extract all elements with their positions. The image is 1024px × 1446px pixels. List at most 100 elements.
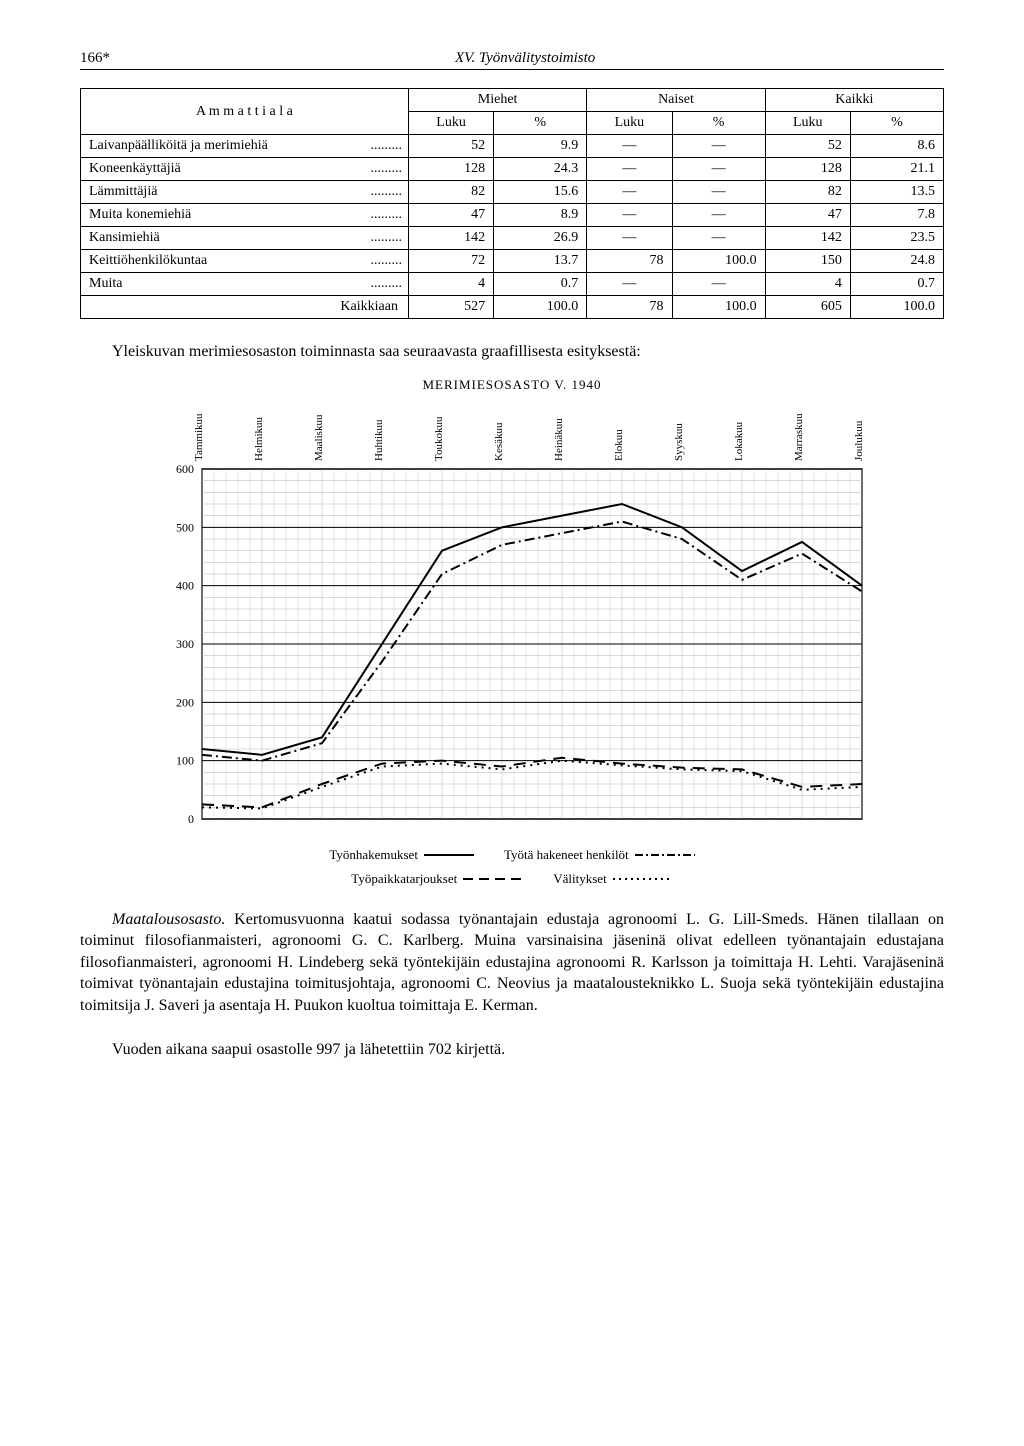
svg-text:Lokakuu: Lokakuu <box>733 421 745 461</box>
intro-paragraph: Yleiskuvan merimiesosaston toiminnasta s… <box>80 341 944 363</box>
cell: — <box>587 227 672 250</box>
page-title: XV. Työnvälitystoimisto <box>455 50 595 67</box>
cell: 72 <box>408 250 493 273</box>
cell: — <box>672 227 765 250</box>
cell: 78 <box>587 250 672 273</box>
total-label: Kaikkiaan <box>81 296 409 319</box>
cell: 100.0 <box>672 296 765 319</box>
cell: 13.5 <box>850 181 943 204</box>
svg-text:Huhtikuu: Huhtikuu <box>373 419 385 461</box>
cell: 23.5 <box>850 227 943 250</box>
cell: 78 <box>587 296 672 319</box>
cell: 150 <box>765 250 850 273</box>
legend-item: Välitykset <box>553 871 672 887</box>
svg-text:400: 400 <box>176 578 194 592</box>
cell: 142 <box>408 227 493 250</box>
cell: — <box>587 273 672 296</box>
cell: 4 <box>765 273 850 296</box>
svg-text:Toukokuu: Toukokuu <box>433 416 445 461</box>
col-naiset: Naiset <box>587 89 765 112</box>
body-lead: Maatalousosasto. <box>112 911 225 928</box>
row-label: Koneenkäyttäjiä......... <box>81 158 409 181</box>
cell: — <box>672 158 765 181</box>
cell: 527 <box>408 296 493 319</box>
cell: 100.0 <box>850 296 943 319</box>
cell: 47 <box>765 204 850 227</box>
svg-text:Marraskuu: Marraskuu <box>793 412 805 460</box>
cell: 7.8 <box>850 204 943 227</box>
table-row: Lämmittäjiä.........8215.6——8213.5 <box>81 181 944 204</box>
legend-dot-icon <box>613 876 673 882</box>
cell: 9.9 <box>494 135 587 158</box>
svg-text:300: 300 <box>176 637 194 651</box>
col-occupation: A m m a t t i a l a <box>81 89 409 135</box>
cell: 82 <box>765 181 850 204</box>
merimies-chart: 0100200300400500600TammikuuHelmikuuMaali… <box>152 399 872 839</box>
cell: 52 <box>408 135 493 158</box>
cell: — <box>672 135 765 158</box>
cell: 0.7 <box>494 273 587 296</box>
cell: — <box>672 204 765 227</box>
svg-text:Heinäkuu: Heinäkuu <box>553 417 565 460</box>
legend-solid-icon <box>424 854 474 856</box>
table-row: Laivanpäälliköitä ja merimiehiä.........… <box>81 135 944 158</box>
cell: 15.6 <box>494 181 587 204</box>
body-paragraph-1: Maatalousosasto. Kertomusvuonna kaatui s… <box>80 909 944 1017</box>
cell: 100.0 <box>672 250 765 273</box>
svg-text:500: 500 <box>176 520 194 534</box>
cell: 100.0 <box>494 296 587 319</box>
cell: 8.6 <box>850 135 943 158</box>
cell: 8.9 <box>494 204 587 227</box>
cell: 142 <box>765 227 850 250</box>
legend-item: Työnhakemukset <box>329 847 474 863</box>
cell: 24.8 <box>850 250 943 273</box>
legend-label: Välitykset <box>553 871 606 887</box>
svg-text:Joulukuu: Joulukuu <box>853 420 865 461</box>
svg-text:600: 600 <box>176 462 194 476</box>
row-label: Muita......... <box>81 273 409 296</box>
cell: 13.7 <box>494 250 587 273</box>
cell: 82 <box>408 181 493 204</box>
sub-pct: % <box>672 112 765 135</box>
cell: 0.7 <box>850 273 943 296</box>
sub-pct: % <box>494 112 587 135</box>
table-row: Keittiöhenkilökuntaa.........7213.778100… <box>81 250 944 273</box>
body-paragraph-2: Vuoden aikana saapui osastolle 997 ja lä… <box>80 1039 944 1061</box>
svg-text:0: 0 <box>188 812 194 826</box>
row-label: Laivanpäälliköitä ja merimiehiä......... <box>81 135 409 158</box>
legend-dash-icon <box>463 876 523 882</box>
cell: 52 <box>765 135 850 158</box>
cell: 128 <box>765 158 850 181</box>
svg-text:Elokuu: Elokuu <box>613 428 625 460</box>
cell: 47 <box>408 204 493 227</box>
cell: — <box>587 135 672 158</box>
svg-text:Kesäkuu: Kesäkuu <box>493 422 505 461</box>
table-row: Koneenkäyttäjiä.........12824.3——12821.1 <box>81 158 944 181</box>
cell: — <box>672 181 765 204</box>
cell: — <box>587 204 672 227</box>
sub-luku: Luku <box>587 112 672 135</box>
col-kaikki: Kaikki <box>765 89 943 112</box>
row-label: Keittiöhenkilökuntaa......... <box>81 250 409 273</box>
legend-dashdot-icon <box>635 852 695 858</box>
cell: 21.1 <box>850 158 943 181</box>
legend-label: Työtä hakeneet henkilöt <box>504 847 629 863</box>
svg-text:Maaliskuu: Maaliskuu <box>313 414 325 461</box>
cell: 128 <box>408 158 493 181</box>
cell: — <box>672 273 765 296</box>
svg-text:Helmikuu: Helmikuu <box>253 416 265 460</box>
legend-item: Työtä hakeneet henkilöt <box>504 847 695 863</box>
svg-text:Tammikuu: Tammikuu <box>193 413 205 461</box>
chart-title: MERIMIESOSASTO V. 1940 <box>80 377 944 393</box>
cell: — <box>587 158 672 181</box>
occupation-table: A m m a t t i a l a Miehet Naiset Kaikki… <box>80 88 944 319</box>
page-header: 166* XV. Työnvälitystoimisto <box>80 50 944 70</box>
chart-legend-2: Työpaikkatarjoukset Välitykset <box>80 871 944 887</box>
cell: — <box>587 181 672 204</box>
table-total-row: Kaikkiaan527100.078100.0605100.0 <box>81 296 944 319</box>
row-label: Muita konemiehiä......... <box>81 204 409 227</box>
col-miehet: Miehet <box>408 89 586 112</box>
header-spacer <box>940 50 944 67</box>
legend-item: Työpaikkatarjoukset <box>351 871 523 887</box>
chart-legend: Työnhakemukset Työtä hakeneet henkilöt <box>80 847 944 863</box>
